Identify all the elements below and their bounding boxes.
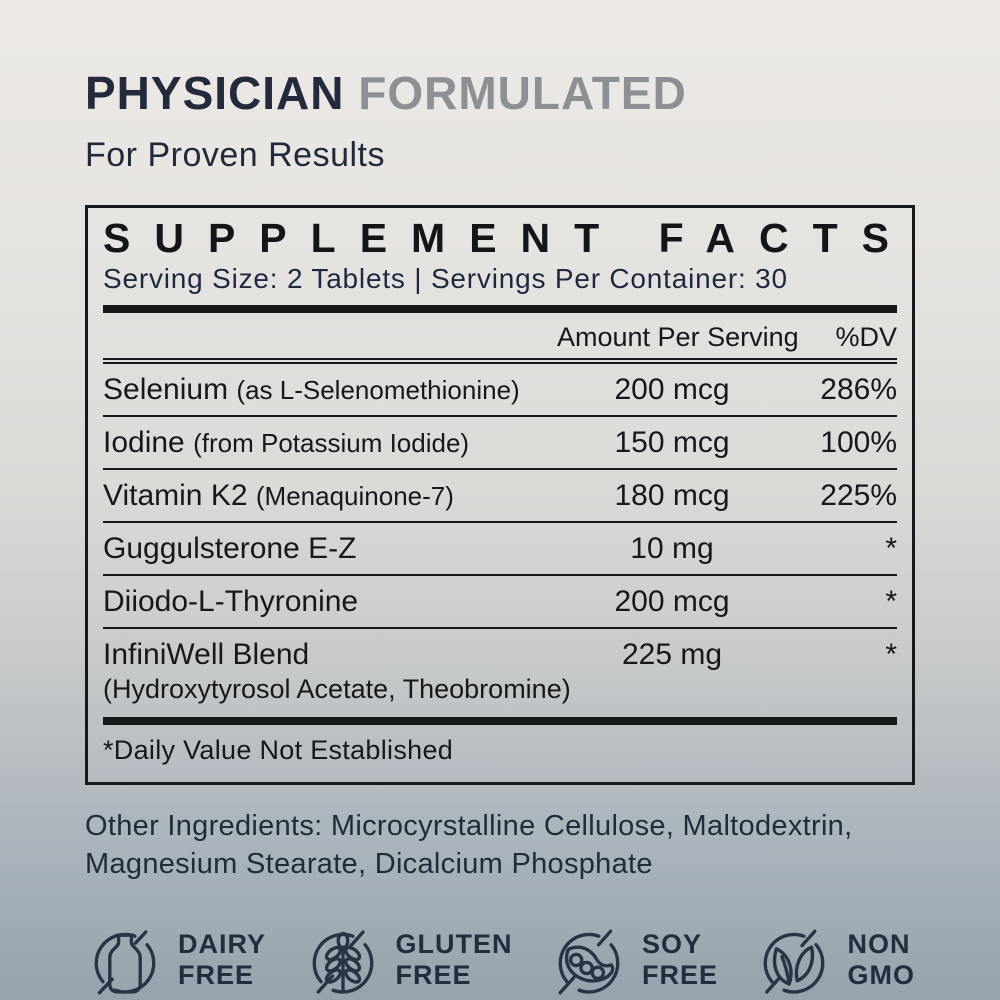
ingredient-amount: 150 mcg <box>614 426 730 460</box>
ingredient-name: Diiodo-L-Thyronine <box>103 585 359 619</box>
ingredient-name: Iodine <box>103 426 185 460</box>
ingredient-name: Vitamin K2 <box>103 479 248 513</box>
fact-row-diiodo: Diiodo-L-Thyronine 200 mcg * <box>103 576 897 630</box>
fact-row-infiniwell: InfiniWell Blend 225 mg * <box>103 629 897 674</box>
fact-row-selenium: Selenium (as L-Selenomethionine) 200 mcg… <box>103 364 897 418</box>
badge-gluten-free: GLUTEN FREE <box>303 920 513 1000</box>
supplement-facts-panel: SUPPLEMENT FACTS Serving Size: 2 Tablets… <box>85 205 915 786</box>
fact-row-iodine: Iodine (from Potassium Iodide) 150 mcg 1… <box>103 417 897 471</box>
ingredient-dv: 286% <box>820 373 897 407</box>
ingredient-name: Selenium <box>103 373 229 407</box>
other-ingredients-line1: Other Ingredients: Microcyrstalline Cell… <box>85 810 853 843</box>
badge-label: SOY FREE <box>641 929 718 990</box>
badge-non-gmo: NON GMO <box>754 920 915 1000</box>
ingredient-name: Guggulsterone E-Z <box>103 532 357 566</box>
badge-label: GLUTEN FREE <box>395 929 513 990</box>
other-ingredients-line2: Magnesium Stearate, Dicalcium Phosphate <box>85 848 653 881</box>
ingredient-amount: 10 mg <box>630 532 714 566</box>
badge-label: DAIRY FREE <box>178 929 267 990</box>
thick-divider-top <box>103 305 897 314</box>
badge-dairy-free: DAIRY FREE <box>85 920 266 1000</box>
certification-badges: DAIRY FREE GLUTEN FREE <box>85 920 915 1000</box>
ingredient-amount: 180 mcg <box>614 479 730 513</box>
dv-footnote: *Daily Value Not Established <box>103 735 454 766</box>
ingredient-name: InfiniWell Blend <box>103 638 310 672</box>
dairy-free-icon <box>94 929 156 995</box>
ingredient-dv: * <box>885 585 897 619</box>
blend-components: (Hydroxytyrosol Acetate, Theobromine) <box>103 674 571 705</box>
ingredient-dv: 225% <box>820 479 897 513</box>
brand-title-primary: PHYSICIAN <box>85 67 345 119</box>
badge-label: NON GMO <box>847 929 915 990</box>
ingredient-detail: (as L-Selenomethionine) <box>236 375 520 406</box>
soy-free-icon <box>558 929 620 995</box>
ingredient-dv: * <box>885 532 897 566</box>
other-ingredients: Other Ingredients: Microcyrstalline Cell… <box>85 807 915 884</box>
fact-row-guggulsterone: Guggulsterone E-Z 10 mg * <box>103 523 897 577</box>
column-amount-per-serving: Amount Per Serving <box>557 322 799 353</box>
brand-title-secondary: FORMULATED <box>358 67 687 119</box>
ingredient-dv: 100% <box>820 426 897 460</box>
brand-subtitle: For Proven Results <box>85 136 385 174</box>
ingredient-detail: (Menaquinone-7) <box>255 481 454 512</box>
ingredient-amount: 200 mcg <box>614 585 730 619</box>
non-gmo-icon <box>764 929 825 994</box>
brand-title: PHYSICIAN FORMULATED <box>85 0 915 116</box>
thick-divider-bottom <box>103 717 897 726</box>
facts-header-row: Amount Per Serving %DV <box>103 313 897 365</box>
ingredient-detail: (from Potassium Iodide) <box>193 428 470 459</box>
column-dv: %DV <box>835 322 897 353</box>
gluten-free-icon <box>312 929 373 994</box>
fact-row-vitamin-k2: Vitamin K2 (Menaquinone-7) 180 mcg 225% <box>103 470 897 524</box>
ingredient-amount: 225 mg <box>621 638 723 672</box>
serving-info: Serving Size: 2 Tablets | Servings Per C… <box>103 263 788 295</box>
facts-title: SUPPLEMENT FACTS <box>103 216 897 261</box>
ingredient-dv: * <box>885 638 897 672</box>
ingredient-amount: 200 mcg <box>614 373 730 407</box>
badge-soy-free: SOY FREE <box>549 920 718 1000</box>
